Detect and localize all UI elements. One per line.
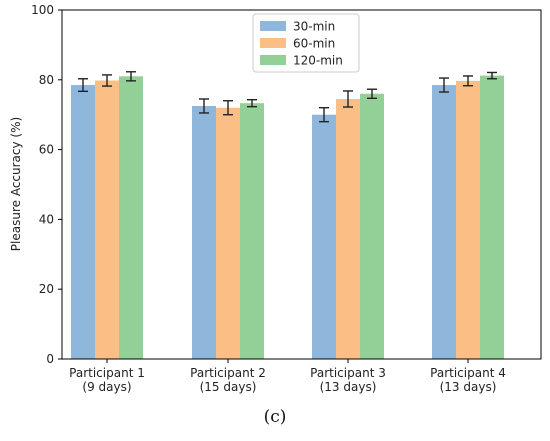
error-bar-60-min-4 [463, 75, 473, 87]
error-bar-60-min-1 [102, 74, 112, 87]
bar-30-min-1 [71, 85, 95, 359]
y-tick-label: 60 [39, 143, 54, 157]
error-bar-30-min-4 [439, 77, 449, 93]
plot-frame [61, 9, 542, 360]
y-axis-label: Pleasure Accuracy (%) [9, 117, 23, 251]
legend-swatch-120-min [260, 55, 286, 65]
bar-60-min-1 [95, 80, 119, 360]
ticks-layer: 0 20 40 60 80 100 Participant 1 (9 days) Partici… [31, 3, 506, 394]
bar-30-min-3 [312, 114, 336, 359]
legend-label-120-min: 120-min [293, 54, 343, 68]
x-tick-label-3: Participant 3 (13 days) [310, 366, 386, 394]
error-bar-30-min-2 [199, 98, 209, 114]
bar-60-min-4 [456, 80, 480, 360]
error-bars-layer [78, 71, 497, 123]
legend-label-60-min: 60-min [293, 37, 335, 51]
legend-label-30-min: 30-min [293, 20, 335, 34]
bar-chart: 0 20 40 60 80 100 Participant 1 (9 days) Partici… [9, 3, 542, 394]
bar-120-min-2 [240, 103, 264, 359]
bar-120-min-1 [119, 76, 143, 359]
bar-120-min-3 [360, 93, 384, 359]
x-tick-label-2: Participant 2 (15 days) [190, 366, 266, 394]
y-tick-label: 0 [46, 352, 54, 366]
error-bar-120-min-4 [487, 71, 497, 80]
panel-label: (c) [263, 407, 287, 427]
error-bar-60-min-3 [343, 90, 353, 108]
legend-swatch-60-min [260, 38, 286, 48]
bars-layer [71, 75, 504, 360]
legend-swatch-30-min [260, 21, 286, 31]
x-tick-label-1: Participant 1 (9 days) [69, 366, 145, 394]
bar-120-min-4 [480, 75, 504, 359]
y-tick-label: 80 [39, 73, 54, 87]
x-tick-label-4: Participant 4 (13 days) [430, 366, 506, 394]
bar-60-min-3 [336, 98, 360, 360]
error-bar-30-min-1 [78, 78, 88, 93]
error-bar-120-min-1 [126, 71, 136, 82]
y-tick-label: 20 [39, 282, 54, 296]
error-bar-120-min-2 [247, 98, 257, 108]
error-bar-120-min-3 [367, 88, 377, 99]
axes-layer [61, 9, 542, 360]
y-tick-label: 40 [39, 212, 54, 226]
bar-30-min-2 [192, 105, 216, 359]
y-tick-label: 100 [31, 3, 54, 17]
bar-60-min-2 [216, 107, 240, 359]
bar-30-min-4 [432, 85, 456, 359]
error-bar-30-min-3 [319, 107, 329, 123]
error-bar-60-min-2 [223, 100, 233, 116]
legend: 30-min 60-min 120-min [252, 13, 360, 73]
